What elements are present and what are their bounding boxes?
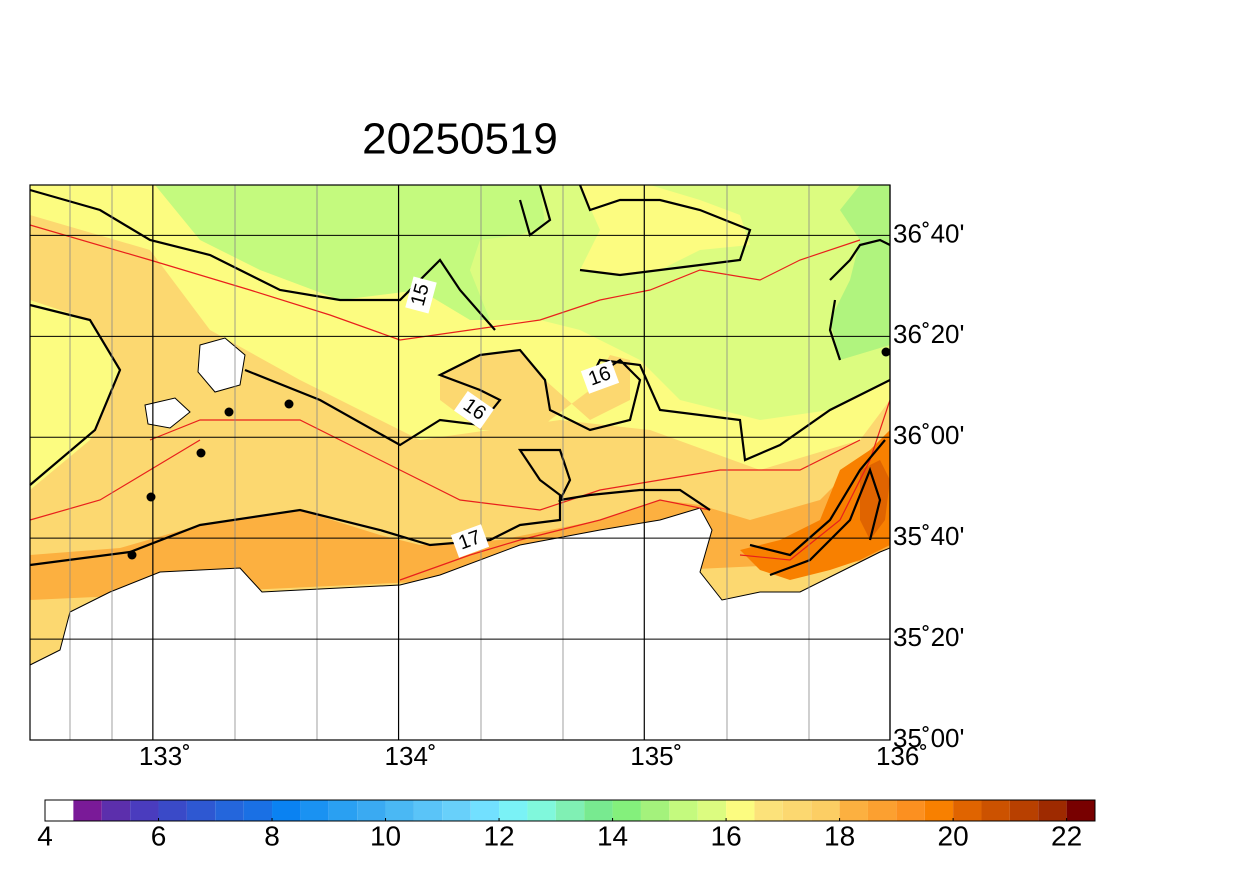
colorbar-box (697, 800, 727, 821)
sea-warmer (740, 430, 890, 580)
colorbar-box (839, 800, 868, 821)
colorbar-box (811, 800, 840, 821)
land (29, 507, 891, 741)
colorbar-box (73, 800, 102, 821)
station (881, 347, 891, 357)
colorbar-box (896, 800, 925, 821)
colorbar-box (584, 800, 613, 821)
contour-line (29, 448, 711, 567)
colorbar-box (1066, 800, 1095, 821)
colorbar-box (385, 800, 414, 821)
sea-hot (860, 460, 890, 540)
colorbar-box (612, 800, 641, 821)
colorbar-tick-label: 4 (37, 820, 53, 851)
colorbar-box (357, 800, 386, 821)
colorbar-box (669, 800, 698, 821)
colorbar-tick-label: 10 (370, 820, 401, 851)
stations (127, 347, 891, 560)
colorbar-box (158, 800, 187, 821)
colorbar-box (782, 800, 812, 821)
lon-tick-label: 136˚ (876, 741, 928, 771)
lon-tick-label: 133˚ (139, 741, 191, 771)
contour-line (749, 439, 886, 577)
station (224, 407, 234, 417)
lon-tick-label: 134˚ (385, 741, 437, 771)
island (197, 337, 246, 393)
colorbar-box (442, 800, 471, 821)
contour-line (29, 224, 861, 341)
sea-green (830, 185, 890, 360)
lat-tick-label: 35˚40' (893, 521, 964, 551)
contour-line (29, 439, 201, 521)
colorbar-box (130, 800, 159, 821)
contour-line (518, 184, 891, 361)
colorbar-box (924, 800, 954, 821)
map-title: 20250519 (362, 115, 558, 164)
colorbar: 4 6 8 10 12 14 16 18 20 22 (37, 799, 1096, 851)
colorbar-tick-label: 12 (483, 820, 514, 851)
station (284, 399, 294, 409)
map-frame (29, 184, 891, 741)
contour-line (399, 399, 891, 581)
colorbar-box (953, 800, 982, 821)
colorbar-box (726, 800, 755, 821)
colorbar-box (527, 800, 556, 821)
colorbar-box (101, 800, 131, 821)
colorbar-box (754, 800, 783, 821)
lat-tick-label: 35˚00' (893, 723, 964, 753)
colorbar-box (981, 800, 1010, 821)
colorbar-box (470, 800, 500, 821)
lat-tick-label: 35˚20' (893, 622, 964, 652)
colorbar-box (640, 800, 670, 821)
lat-tick-label: 36˚20' (893, 319, 964, 349)
colorbar-box (1009, 800, 1039, 821)
colorbar-tick-label: 8 (264, 820, 280, 851)
colorbar-box (413, 800, 443, 821)
colorbar-box (1038, 800, 1067, 821)
colorbar-tick-label: 6 (151, 820, 167, 851)
colorbar-box (272, 800, 301, 821)
map-fill (29, 185, 891, 741)
lon-tick-label: 135˚ (630, 741, 682, 771)
colorbar-tick-label: 16 (711, 820, 742, 851)
station (196, 448, 206, 458)
contour-line (29, 188, 496, 331)
colorbar-box (300, 800, 329, 821)
colorbar-box (186, 800, 216, 821)
sea-light-green (440, 185, 890, 420)
station (127, 550, 137, 560)
colorbar-tick-label: 22 (1051, 820, 1082, 851)
colorbar-tick-label: 14 (597, 820, 628, 851)
colorbar-box (867, 800, 897, 821)
sea-yellow (580, 185, 750, 275)
colorbar-tick-label: 20 (938, 820, 969, 851)
sea-green (155, 185, 545, 320)
colorbar-box (215, 800, 244, 821)
colorbar-box (499, 800, 528, 821)
colorbar-box (555, 800, 585, 821)
colorbar-tick-label: 18 (824, 820, 855, 851)
colorbar-frame (44, 799, 1096, 822)
sea-yellow (30, 300, 120, 490)
lat-tick-label: 36˚40' (893, 218, 964, 248)
station (146, 492, 156, 502)
colorbar-box (45, 800, 74, 821)
colorbar-box (328, 800, 358, 821)
contour-line (149, 419, 861, 511)
island (144, 397, 191, 429)
lat-tick-label: 36˚00' (893, 420, 964, 450)
colorbar-box (243, 800, 273, 821)
minor-grid (69, 185, 810, 740)
